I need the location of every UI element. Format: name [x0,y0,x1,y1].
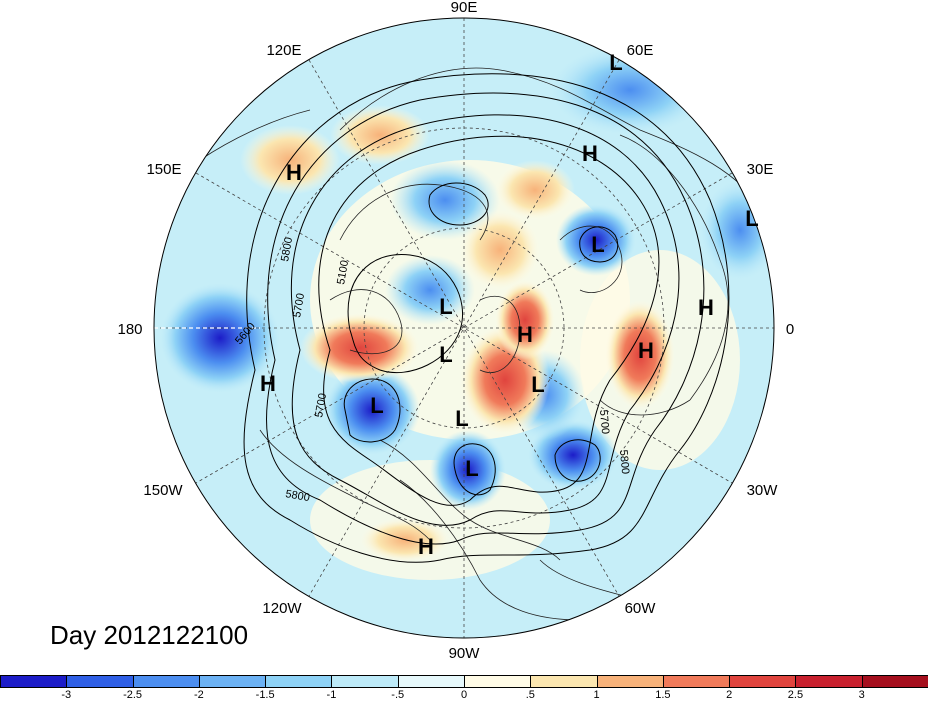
high-center-marker: H [638,338,654,363]
colorbar-tick-label: 2.5 [787,689,804,701]
colorbar-tick-label: 0 [460,689,468,701]
colorbar-box [530,675,598,688]
lon-label-30w: 30W [747,482,779,499]
colorbar: -3 -2.5 -2 -1.5 -1 -.5 0 .5 1 1.5 2 2.5 3 [0,675,928,702]
low-center-marker: L [531,372,544,397]
colorbar-tick-label: 1 [593,689,600,701]
colorbar-tick-label: -1.5 [255,689,275,701]
high-center-marker: H [286,160,302,185]
high-center-marker: H [517,322,533,347]
colorbar-box [66,675,134,688]
contour-label: 5700 [597,409,611,434]
colorbar-tick-label: .5 [525,689,535,701]
contour-label: 5800 [284,488,310,504]
high-center-marker: H [698,295,714,320]
anomaly-shading [154,18,774,638]
colorbar-tick-label: -3 [61,689,72,701]
colorbar-box [397,675,465,688]
polar-map: 5100 5600 5700 5800 5700 5700 5800 5800 … [117,0,794,662]
colorbar-box [596,675,664,688]
colorbar-box [662,675,731,688]
contour-label: 5700 [291,292,307,318]
colorbar-tick-label: 2 [726,689,733,701]
low-center-marker: L [609,50,622,75]
lon-label-120w: 120W [262,600,302,617]
lon-label-60e: 60E [627,42,654,59]
lon-label-0: 0 [786,321,794,338]
lon-label-180: 180 [117,321,142,338]
contour-label: 5800 [617,449,631,474]
colorbar-box [331,675,399,688]
colorbar-tick-label: 3 [858,689,865,701]
contour-label: 5100 [335,259,351,285]
low-center-marker: L [465,456,478,481]
low-center-marker: L [455,406,468,431]
coastlines [199,67,771,621]
lon-label-90w: 90W [449,645,481,662]
colorbar-tick-label: -.5 [391,689,405,701]
colorbar-box [464,675,532,688]
colorbar-tick-label: -1 [326,689,337,701]
high-center-marker: H [260,371,276,396]
lon-label-150e: 150E [146,161,181,178]
low-center-marker: L [439,342,452,367]
colorbar-box [0,675,68,688]
lon-label-150w: 150W [143,482,183,499]
map-border [153,17,775,639]
lon-label-60w: 60W [625,600,657,617]
graticule [154,18,774,638]
colorbar-box [132,675,200,688]
colorbar-tick-label: 1.5 [655,689,671,701]
low-center-marker: L [745,206,758,231]
colorbar-tick-label: -2 [193,689,204,701]
contour-label: 5800 [279,236,295,262]
pressure-centers: L L L L L L L L L L H H H H H H H [260,50,759,559]
colorbar-box [198,675,267,688]
colorbar-box [729,675,797,688]
colorbar-box [861,675,928,688]
lon-label-120e: 120E [266,42,301,59]
height-contours [243,73,730,563]
longitude-labels: 90E 60E 30E 0 30W 60W 90W 120W 150W 180 … [117,0,794,662]
contour-label: 5700 [313,392,329,418]
high-center-marker: H [582,141,598,166]
low-center-marker: L [370,393,383,418]
colorbar-box [265,675,333,688]
high-center-marker: H [418,534,434,559]
low-center-marker: L [439,294,452,319]
lon-label-30e: 30E [747,161,774,178]
date-title: Day 2012122100 [50,620,249,650]
colorbar-tick-label: -2.5 [123,689,143,701]
colorbar-box [795,675,863,688]
low-center-marker: L [591,232,604,257]
lon-label-90e: 90E [451,0,478,16]
